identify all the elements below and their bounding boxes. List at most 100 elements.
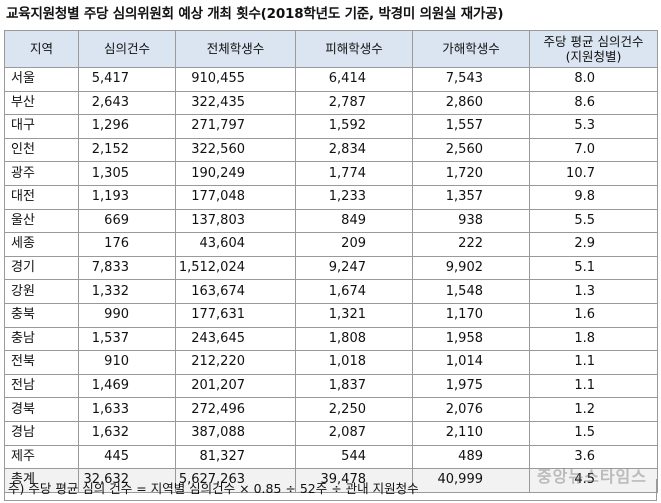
header-weekly-line1: 주당 평균 심의건수 — [543, 34, 644, 49]
table-row: 전북 910 212,220 1,018 1,014 1.1 — [4, 350, 658, 375]
cell-students: 271,797 — [175, 114, 296, 139]
cell-region: 부산 — [4, 90, 79, 116]
cell-offenders: 938 — [412, 208, 530, 234]
header-row: 지역 심의건수 전체학생수 피해학생수 가해학생수 주당 평균 심의건수 (지원청… — [4, 30, 658, 68]
cell-region: 울산 — [4, 208, 79, 234]
cell-region: 충남 — [4, 326, 79, 352]
data-table: 지역 심의건수 전체학생수 피해학생수 가해학생수 주당 평균 심의건수 (지원청… — [4, 30, 658, 493]
cell-cases: 1,469 — [78, 373, 176, 399]
cell-students: 177,048 — [175, 184, 296, 210]
cell-region: 전남 — [4, 373, 79, 399]
cell-weekly: 5.5 — [529, 208, 658, 234]
table-row: 광주 1,305 190,249 1,774 1,720 10.7 — [4, 161, 658, 186]
cell-cases: 5,417 — [78, 67, 176, 92]
cell-cases: 669 — [78, 208, 176, 234]
cell-region: 총계 — [4, 468, 79, 493]
cell-region: 경북 — [4, 397, 79, 422]
cell-students: 81,327 — [175, 444, 296, 470]
cell-students: 272,496 — [175, 397, 296, 422]
cell-cases: 1,332 — [78, 279, 176, 304]
cell-students: 5,627,263 — [175, 468, 296, 493]
cell-cases: 1,632 — [78, 420, 176, 446]
cell-offenders: 1,720 — [412, 161, 530, 186]
cell-weekly: 1.1 — [529, 373, 658, 399]
cell-offenders: 2,560 — [412, 137, 530, 163]
header-students: 전체학생수 — [175, 30, 296, 68]
cell-weekly: 9.8 — [529, 184, 658, 210]
header-cases: 심의건수 — [78, 30, 176, 68]
cell-weekly: 5.1 — [529, 255, 658, 281]
cell-students: 163,674 — [175, 279, 296, 304]
cell-students: 322,435 — [175, 90, 296, 116]
table-row: 부산 2,643 322,435 2,787 2,860 8.6 — [4, 90, 658, 116]
cell-offenders: 40,999 — [412, 468, 530, 493]
cell-region: 서울 — [4, 67, 79, 92]
cell-offenders: 2,860 — [412, 90, 530, 116]
cell-weekly: 8.6 — [529, 90, 658, 116]
cell-victims: 9,247 — [295, 255, 413, 281]
cell-offenders: 222 — [412, 232, 530, 257]
table-body: 서울 5,417 910,455 6,414 7,543 8.0 부산 2,643 322,43… — [4, 67, 658, 493]
cell-offenders: 1,357 — [412, 184, 530, 210]
cell-weekly: 1.5 — [529, 420, 658, 446]
cell-students: 212,220 — [175, 350, 296, 375]
cell-region: 광주 — [4, 161, 79, 186]
cell-victims: 1,592 — [295, 114, 413, 139]
table-title: 교육지원청별 주당 심의위원회 예상 개최 횟수(2018학년도 기준, 박경미… — [6, 6, 504, 22]
table-row: 인천 2,152 322,560 2,834 2,560 7.0 — [4, 137, 658, 163]
table-row: 강원 1,332 163,674 1,674 1,548 1.3 — [4, 279, 658, 304]
cell-victims: 1,837 — [295, 373, 413, 399]
cell-weekly: 1.2 — [529, 397, 658, 422]
cell-offenders: 2,110 — [412, 420, 530, 446]
cell-region: 전북 — [4, 350, 79, 375]
cell-victims: 2,787 — [295, 90, 413, 116]
cell-students: 190,249 — [175, 161, 296, 186]
watermark-text: 중앙뉴스타임스 — [536, 467, 647, 486]
cell-cases: 7,833 — [78, 255, 176, 281]
cell-weekly: 1.8 — [529, 326, 658, 352]
table-row: 충북 990 177,631 1,321 1,170 1.6 — [4, 302, 658, 328]
cell-region: 경기 — [4, 255, 79, 281]
cell-victims: 849 — [295, 208, 413, 234]
table-row: 전남 1,469 201,207 1,837 1,975 1.1 — [4, 373, 658, 399]
header-weekly-line2: (지원청별) — [565, 49, 622, 64]
cell-victims: 1,774 — [295, 161, 413, 186]
cell-victims: 2,834 — [295, 137, 413, 163]
cell-victims: 2,087 — [295, 420, 413, 446]
cell-cases: 1,633 — [78, 397, 176, 422]
cell-cases: 176 — [78, 232, 176, 257]
table-row: 경기 7,833 1,512,024 9,247 9,902 5.1 — [4, 255, 658, 281]
cell-weekly: 2.9 — [529, 232, 658, 257]
header-victims: 피해학생수 — [295, 30, 413, 68]
cell-offenders: 7,543 — [412, 67, 530, 92]
cell-students: 387,088 — [175, 420, 296, 446]
table-row: 경남 1,632 387,088 2,087 2,110 1.5 — [4, 420, 658, 446]
cell-students: 243,645 — [175, 326, 296, 352]
cell-cases: 1,296 — [78, 114, 176, 139]
cell-weekly: 7.0 — [529, 137, 658, 163]
table-row: 제주 445 81,327 544 489 3.6 — [4, 444, 658, 470]
cell-victims: 6,414 — [295, 67, 413, 92]
cell-offenders: 1,975 — [412, 373, 530, 399]
cell-weekly: 1.3 — [529, 279, 658, 304]
cell-victims: 1,674 — [295, 279, 413, 304]
cell-region: 충북 — [4, 302, 79, 328]
cell-weekly: 1.6 — [529, 302, 658, 328]
cell-victims: 1,018 — [295, 350, 413, 375]
table-row: 대구 1,296 271,797 1,592 1,557 5.3 — [4, 114, 658, 139]
cell-students: 137,803 — [175, 208, 296, 234]
cell-victims: 544 — [295, 444, 413, 470]
cell-offenders: 9,902 — [412, 255, 530, 281]
table-row: 서울 5,417 910,455 6,414 7,543 8.0 — [4, 67, 658, 92]
cell-offenders: 1,557 — [412, 114, 530, 139]
header-region: 지역 — [4, 30, 79, 68]
cell-students: 1,512,024 — [175, 255, 296, 281]
cell-offenders: 1,958 — [412, 326, 530, 352]
cell-weekly: 4.5 — [529, 468, 658, 493]
cell-weekly: 3.6 — [529, 444, 658, 470]
table-row: 경북 1,633 272,496 2,250 2,076 1.2 — [4, 397, 658, 422]
cell-weekly: 1.1 — [529, 350, 658, 375]
cell-weekly: 5.3 — [529, 114, 658, 139]
cell-cases: 2,152 — [78, 137, 176, 163]
cell-victims: 209 — [295, 232, 413, 257]
